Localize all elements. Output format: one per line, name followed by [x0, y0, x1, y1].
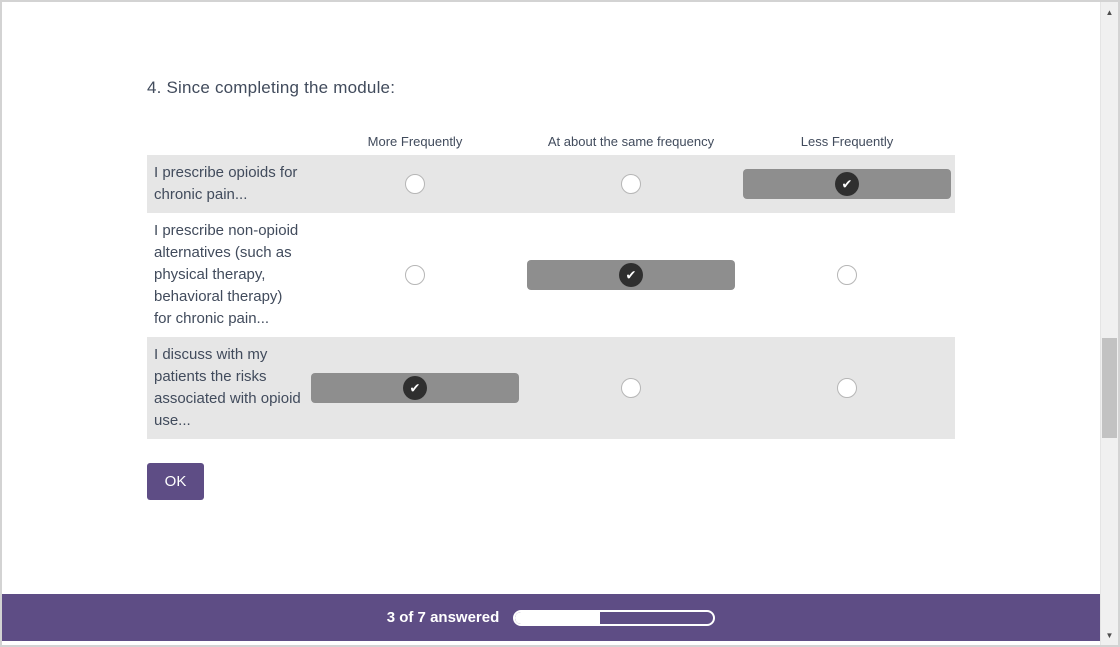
radio-button: [621, 378, 641, 398]
checkmark-icon: ✔: [841, 176, 853, 191]
check-circle: ✔: [835, 172, 859, 196]
matrix-header-spacer: [147, 134, 307, 149]
vertical-scrollbar[interactable]: ▲ ▼: [1100, 2, 1118, 645]
matrix-option-cell[interactable]: ✔: [523, 155, 739, 213]
radio-button: [837, 265, 857, 285]
matrix-row-discuss-risks: I discuss with my patients the risks ass…: [147, 337, 955, 439]
matrix-option-cell[interactable]: ✔: [307, 155, 523, 213]
scroll-up-icon: ▲: [1105, 7, 1114, 17]
progress-text: 3 of 7 answered: [386, 609, 500, 626]
scroll-down-icon: ▼: [1105, 630, 1114, 640]
column-header-same-frequency: At about the same frequency: [547, 134, 715, 149]
question-panel: 4. Since completing the module: More Fre…: [2, 2, 1100, 594]
matrix-header-row: More Frequently At about the same freque…: [147, 134, 955, 149]
matrix-table: More Frequently At about the same freque…: [147, 134, 955, 439]
matrix-option-cell[interactable]: ✔: [307, 213, 523, 337]
row-label: I prescribe opioids for chronic pain...: [154, 164, 298, 203]
progress-fill: [515, 611, 601, 624]
checkmark-icon: ✔: [625, 267, 637, 282]
matrix-row-opioids: I prescribe opioids for chronic pain... …: [147, 155, 955, 213]
selected-option-pill: ✔: [743, 169, 951, 199]
scroll-down-button[interactable]: ▼: [1101, 627, 1118, 643]
progress-bar: [513, 609, 716, 626]
check-circle: ✔: [619, 263, 643, 287]
column-header-less-frequently: Less Frequently: [800, 134, 894, 149]
row-label: I discuss with my patients the risks ass…: [154, 346, 301, 429]
scrollbar-thumb[interactable]: [1102, 338, 1117, 438]
matrix-option-cell[interactable]: ✔: [523, 337, 739, 439]
radio-button: [405, 174, 425, 194]
selected-option-pill: ✔: [527, 260, 735, 290]
scroll-up-button[interactable]: ▲: [1101, 4, 1118, 20]
matrix-option-cell[interactable]: ✔: [739, 213, 955, 337]
radio-button: [405, 265, 425, 285]
row-label: I prescribe non-opioid alternatives (suc…: [154, 222, 299, 327]
matrix-option-cell[interactable]: ✔: [739, 337, 955, 439]
matrix-row-non-opioid-alternatives: I prescribe non-opioid alternatives (suc…: [147, 213, 955, 337]
matrix-option-cell[interactable]: ✔: [523, 213, 739, 337]
survey-main-area: 4. Since completing the module: More Fre…: [2, 2, 1100, 645]
check-circle: ✔: [403, 376, 427, 400]
selected-option-pill: ✔: [311, 373, 519, 403]
progress-footer: 3 of 7 answered: [2, 594, 1100, 641]
question-title: 4. Since completing the module:: [147, 78, 396, 97]
column-header-more-frequently: More Frequently: [367, 134, 463, 149]
radio-button: [837, 378, 857, 398]
matrix-option-cell[interactable]: ✔: [307, 337, 523, 439]
radio-button: [621, 174, 641, 194]
matrix-option-cell[interactable]: ✔: [739, 155, 955, 213]
ok-button[interactable]: OK: [147, 463, 204, 500]
checkmark-icon: ✔: [409, 380, 421, 395]
